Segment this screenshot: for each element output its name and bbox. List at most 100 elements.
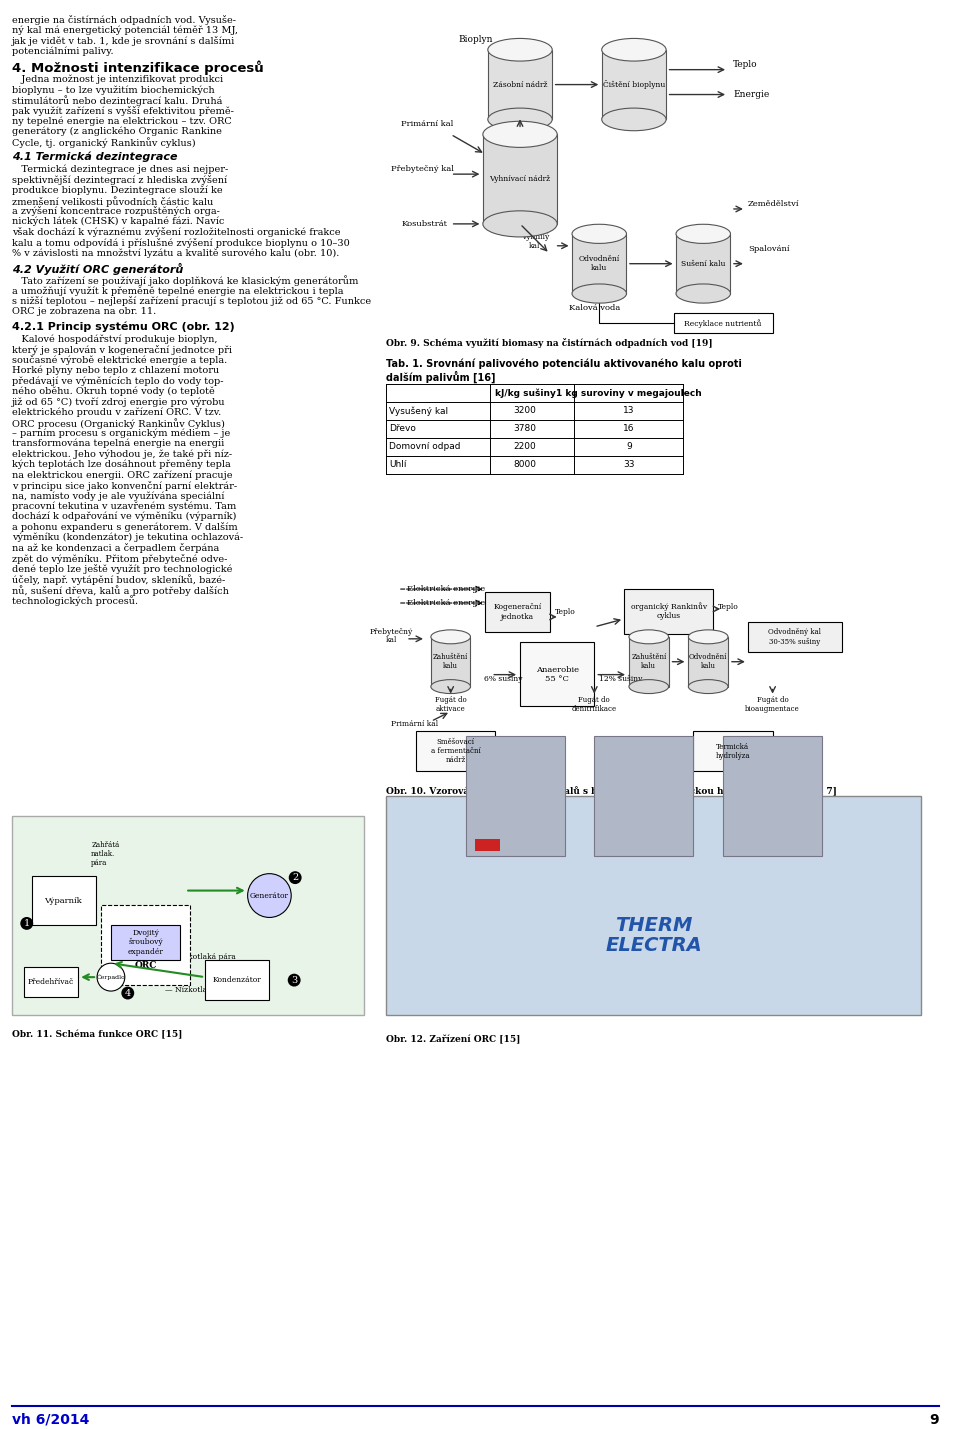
Text: Teplo: Teplo xyxy=(733,60,757,69)
Text: 4.2 Využití ORC generátorů: 4.2 Využití ORC generátorů xyxy=(12,263,183,274)
Text: Zahuštění
kalu: Zahuštění kalu xyxy=(433,653,468,670)
Text: kal: kal xyxy=(529,242,540,250)
Ellipse shape xyxy=(688,630,728,644)
Text: ný kal má energetický potenciál téměř 13 MJ,: ný kal má energetický potenciál téměř 13… xyxy=(12,26,238,34)
Text: Kosubstrát: Kosubstrát xyxy=(401,220,447,227)
Text: kalu a tomu odpovídá i příslušné zvýšení produkce bioplynu o 10–30: kalu a tomu odpovídá i příslušné zvýšení… xyxy=(12,237,349,247)
Text: jak je vidět v tab. 1, kde je srovnání s dalšími: jak je vidět v tab. 1, kde je srovnání s… xyxy=(12,36,235,46)
Bar xyxy=(748,622,842,652)
Text: Kalové hospodářství produkuje bioplyn,: Kalové hospodářství produkuje bioplyn, xyxy=(12,334,217,344)
Ellipse shape xyxy=(629,630,668,644)
Text: dochází k odpařování ve výměníku (výparník): dochází k odpařování ve výměníku (výparn… xyxy=(12,512,236,522)
Text: transformována tepelná energie na energii: transformována tepelná energie na energi… xyxy=(12,439,224,449)
Bar xyxy=(693,732,773,772)
Circle shape xyxy=(248,873,291,917)
Text: Tato zařízení se používají jako doplňková ke klasickým generátorům: Tato zařízení se používají jako doplňkov… xyxy=(12,276,358,286)
Bar xyxy=(688,637,728,686)
Text: však dochází k výraznému zvýšení rozložitelnosti organické frakce: však dochází k výraznému zvýšení rozloži… xyxy=(12,227,341,237)
Text: Termická dezintegrace je dnes asi nejper-: Termická dezintegrace je dnes asi nejper… xyxy=(12,164,228,174)
Text: s nižší teplotou – nejlepší zařízení pracují s teplotou již od 65 °C. Funkce: s nižší teplotou – nejlepší zařízení pra… xyxy=(12,297,371,306)
Bar xyxy=(32,876,96,926)
Text: spektivnější dezintegrací z hlediska zvýšení: spektivnější dezintegrací z hlediska zvý… xyxy=(12,176,227,186)
Text: Anaerobie
55 °C: Anaerobie 55 °C xyxy=(536,666,579,683)
Ellipse shape xyxy=(688,680,728,693)
Bar xyxy=(488,50,552,120)
Text: Odvodněný kal
30-35% sušiny: Odvodněný kal 30-35% sušiny xyxy=(768,629,821,646)
Text: Teplo: Teplo xyxy=(555,607,575,616)
Text: – parním procesu s organickým médiem – je: – parním procesu s organickým médiem – j… xyxy=(12,429,230,437)
Bar xyxy=(466,736,564,856)
Text: Fugát do
aktivace: Fugát do aktivace xyxy=(435,696,467,713)
Ellipse shape xyxy=(483,211,557,237)
Bar xyxy=(629,637,668,686)
Text: Horké plyny nebo teplo z chlazení motoru: Horké plyny nebo teplo z chlazení motoru xyxy=(12,366,219,376)
Text: 13: 13 xyxy=(623,406,635,416)
Text: 4.2.1 Princip systému ORC (obr. 12): 4.2.1 Princip systému ORC (obr. 12) xyxy=(12,322,234,332)
Text: Výparník: Výparník xyxy=(44,896,83,905)
Text: 9: 9 xyxy=(626,443,632,452)
Bar xyxy=(386,796,922,1015)
Bar xyxy=(572,234,627,293)
Ellipse shape xyxy=(483,121,557,147)
Text: 4. Možnosti intenzifikace procesů: 4. Možnosti intenzifikace procesů xyxy=(12,60,264,76)
Text: energie na čistírnách odpadních vod. Vysuše-: energie na čistírnách odpadních vod. Vys… xyxy=(12,14,236,24)
Text: 2200: 2200 xyxy=(514,443,537,452)
Ellipse shape xyxy=(629,680,668,693)
Bar xyxy=(723,736,822,856)
Text: Energie: Energie xyxy=(733,90,769,99)
Text: Vyhnilý: Vyhnilý xyxy=(520,233,549,242)
Text: 16: 16 xyxy=(623,424,635,433)
Text: 8000: 8000 xyxy=(514,460,537,469)
Text: THERM: THERM xyxy=(615,916,692,935)
Text: % v závislosti na množství lyzátu a kvalitě surového kalu (obr. 10).: % v závislosti na množství lyzátu a kval… xyxy=(12,249,339,257)
Ellipse shape xyxy=(602,109,666,130)
Text: a umožňují využít k přeměně tepelné energie na elektrickou i tepla: a umožňují využít k přeměně tepelné ener… xyxy=(12,286,344,296)
Text: elektrickou. Jeho výhodou je, že také při níz-: elektrickou. Jeho výhodou je, že také př… xyxy=(12,449,232,459)
Text: Odvodnění
kalu: Odvodnění kalu xyxy=(579,256,620,273)
Text: Cycle, tj. organický Rankinův cyklus): Cycle, tj. organický Rankinův cyklus) xyxy=(12,137,196,149)
Text: Obr. 11. Schéma funkce ORC [15]: Obr. 11. Schéma funkce ORC [15] xyxy=(12,1030,182,1039)
Text: Přebytečný kal: Přebytečný kal xyxy=(392,166,454,173)
Text: ného oběhu. Okruh topné vody (o teplotě: ného oběhu. Okruh topné vody (o teplotě xyxy=(12,387,215,396)
Ellipse shape xyxy=(572,224,627,243)
Text: ny tepelné energie na elektrickou – tzv. ORC: ny tepelné energie na elektrickou – tzv.… xyxy=(12,116,231,126)
Text: ELECTRA: ELECTRA xyxy=(606,936,702,955)
Text: Spalování: Spalování xyxy=(748,244,789,253)
Text: kých teplotách lze dosáhnout přeměny tepla: kých teplotách lze dosáhnout přeměny tep… xyxy=(12,460,230,469)
Text: generátory (z anglického Organic Rankine: generátory (z anglického Organic Rankine xyxy=(12,127,222,136)
Text: pak využít zařízení s vyšší efektivitou přemě-: pak využít zařízení s vyšší efektivitou … xyxy=(12,106,234,116)
Text: Fugát do
bioaugmentace: Fugát do bioaugmentace xyxy=(745,696,800,713)
Ellipse shape xyxy=(488,39,552,61)
Text: 6% sušiny: 6% sušiny xyxy=(484,674,522,683)
Text: Předehřívač: Předehřívač xyxy=(28,977,74,986)
Text: 3200: 3200 xyxy=(514,406,537,416)
Text: Kalová voda: Kalová voda xyxy=(568,304,620,313)
Text: Kondenzátor: Kondenzátor xyxy=(212,976,261,985)
Text: Kogenerační
jednotka: Kogenerační jednotka xyxy=(493,603,541,620)
Text: na, namísto vody je ale využívána speciální: na, namísto vody je ale využívána speciá… xyxy=(12,492,225,500)
Bar xyxy=(520,642,594,706)
Text: organický Rankinův
cyklus: organický Rankinův cyklus xyxy=(631,603,707,620)
Bar xyxy=(624,589,713,634)
Text: na až ke kondenzaci a čerpadlem čerpána: na až ke kondenzaci a čerpadlem čerpána xyxy=(12,543,219,553)
Text: Sušení kalu: Sušení kalu xyxy=(681,260,726,267)
Text: Bioplyn: Bioplyn xyxy=(458,34,492,44)
Bar xyxy=(674,313,773,333)
Text: ORC procesu (Organický Rankinův Cyklus): ORC procesu (Organický Rankinův Cyklus) xyxy=(12,417,225,429)
Bar xyxy=(676,234,731,293)
Text: Domovní odpad: Domovní odpad xyxy=(389,443,461,452)
Text: na elektrickou energii. ORC zařízení pracuje: na elektrickou energii. ORC zařízení pra… xyxy=(12,470,232,480)
Text: účely, např. vytápění budov, skleníků, bazé-: účely, např. vytápění budov, skleníků, b… xyxy=(12,574,226,586)
Text: Čištění bioplynu: Čištění bioplynu xyxy=(603,80,665,89)
Text: Obr. 10. Vzorová linka zpracování kalů s biologickou a termickou hydrolýzou [čás: Obr. 10. Vzorová linka zpracování kalů s… xyxy=(386,786,837,796)
Bar xyxy=(594,736,693,856)
Text: 4: 4 xyxy=(125,989,131,997)
Text: Primární kal: Primární kal xyxy=(401,120,453,129)
Text: zmenšení velikosti původních částic kalu: zmenšení velikosti původních částic kalu xyxy=(12,196,213,207)
Text: nů, sušení dřeva, kalů a pro potřeby dalších: nů, sušení dřeva, kalů a pro potřeby dal… xyxy=(12,584,228,596)
Text: bioplynu – to lze využitím biochemických: bioplynu – to lze využitím biochemických xyxy=(12,86,214,94)
Text: technologických procesů.: technologických procesů. xyxy=(12,596,138,606)
Bar xyxy=(602,50,666,120)
Bar xyxy=(111,926,180,960)
Text: který je spalován v kogenerační jednotce při: který je spalován v kogenerační jednotce… xyxy=(12,344,232,354)
